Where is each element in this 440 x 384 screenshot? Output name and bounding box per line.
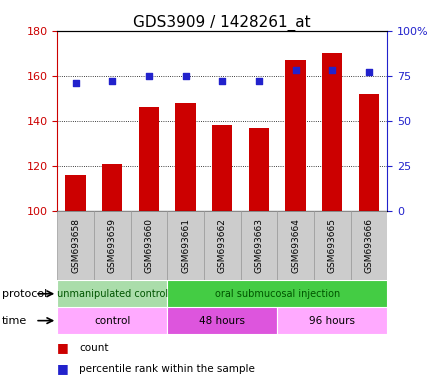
Text: control: control xyxy=(94,316,130,326)
Bar xyxy=(102,164,122,211)
Text: count: count xyxy=(79,343,109,353)
Text: ■: ■ xyxy=(57,341,69,354)
Bar xyxy=(322,53,342,211)
Bar xyxy=(57,211,94,280)
Text: GSM693659: GSM693659 xyxy=(108,218,117,273)
Bar xyxy=(277,211,314,280)
Text: unmanipulated control: unmanipulated control xyxy=(57,289,168,299)
Bar xyxy=(57,280,167,307)
Text: GSM693663: GSM693663 xyxy=(254,218,264,273)
Bar xyxy=(139,108,159,211)
Point xyxy=(255,78,262,84)
Text: 48 hours: 48 hours xyxy=(199,316,245,326)
Point xyxy=(182,73,189,79)
Text: time: time xyxy=(2,316,27,326)
Title: GDS3909 / 1428261_at: GDS3909 / 1428261_at xyxy=(133,15,311,31)
Bar xyxy=(249,128,269,211)
Bar xyxy=(314,211,351,280)
Point xyxy=(109,78,116,84)
Bar xyxy=(167,307,277,334)
Point xyxy=(329,67,336,73)
Bar xyxy=(57,307,167,334)
Bar xyxy=(277,307,387,334)
Bar xyxy=(212,126,232,211)
Text: GSM693660: GSM693660 xyxy=(144,218,154,273)
Text: protocol: protocol xyxy=(2,289,48,299)
Text: ■: ■ xyxy=(57,362,69,375)
Text: oral submucosal injection: oral submucosal injection xyxy=(215,289,340,299)
Bar xyxy=(241,211,277,280)
Bar xyxy=(359,94,379,211)
Text: GSM693664: GSM693664 xyxy=(291,218,300,273)
Bar xyxy=(351,211,387,280)
Point xyxy=(72,80,79,86)
Point xyxy=(365,69,372,75)
Point xyxy=(145,73,152,79)
Bar xyxy=(66,175,86,211)
Text: GSM693665: GSM693665 xyxy=(328,218,337,273)
Text: GSM693666: GSM693666 xyxy=(364,218,374,273)
Point xyxy=(292,67,299,73)
Text: 96 hours: 96 hours xyxy=(309,316,355,326)
Bar xyxy=(94,211,131,280)
Text: GSM693661: GSM693661 xyxy=(181,218,190,273)
Bar xyxy=(204,211,241,280)
Bar xyxy=(176,103,196,211)
Text: percentile rank within the sample: percentile rank within the sample xyxy=(79,364,255,374)
Bar xyxy=(167,211,204,280)
Text: GSM693662: GSM693662 xyxy=(218,218,227,273)
Bar xyxy=(131,211,167,280)
Point xyxy=(219,78,226,84)
Text: GSM693658: GSM693658 xyxy=(71,218,80,273)
Bar xyxy=(167,280,387,307)
Bar xyxy=(286,60,306,211)
